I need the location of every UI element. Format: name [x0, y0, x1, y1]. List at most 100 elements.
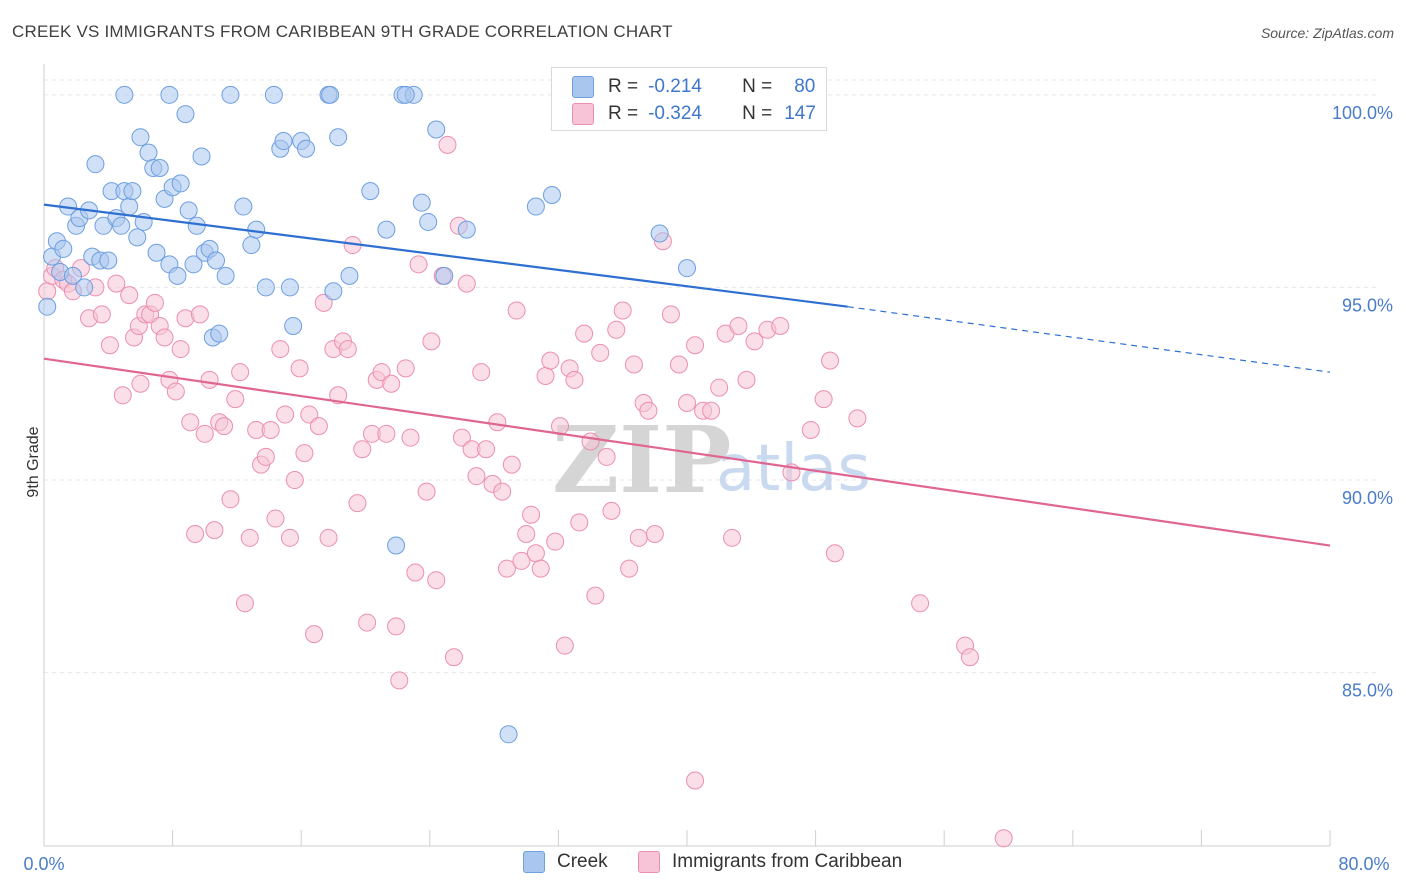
- caribbean-point: [723, 528, 742, 547]
- caribbean-point: [266, 509, 285, 528]
- caribbean-point: [427, 571, 446, 590]
- legend-box: R = -0.214 N = 80 R = -0.324 N = 147: [551, 67, 827, 131]
- creek-point: [221, 85, 240, 104]
- creek-point: [115, 85, 134, 104]
- y-tick-label: 85.0%: [1342, 681, 1393, 701]
- y-tick-label: 90.0%: [1342, 488, 1393, 508]
- caribbean-point: [624, 355, 643, 374]
- series-caribbean-points: [38, 85, 1013, 848]
- caribbean-point: [285, 471, 304, 490]
- x-tick-label: 80.0%: [1338, 854, 1389, 874]
- caribbean-point: [190, 305, 209, 324]
- creek-point: [526, 197, 545, 216]
- creek-point: [120, 197, 139, 216]
- caribbean-point: [205, 521, 224, 540]
- caribbean-point: [131, 374, 150, 393]
- caribbean-point: [771, 316, 790, 335]
- caribbean-point: [669, 355, 688, 374]
- caribbean-point: [517, 524, 536, 543]
- caribbean-point: [686, 336, 705, 355]
- creek-point: [171, 174, 190, 193]
- creek-point: [297, 139, 316, 158]
- caribbean-point: [702, 401, 721, 420]
- caribbean-point: [120, 286, 139, 305]
- caribbean-point: [166, 382, 185, 401]
- creek-point: [457, 220, 476, 239]
- bottom-legend-caribbean: Immigrants from Caribbean: [638, 851, 902, 873]
- caribbean-point: [372, 363, 391, 382]
- caribbean-point: [261, 420, 280, 439]
- caribbean-point: [911, 594, 930, 613]
- caribbean-point: [280, 528, 299, 547]
- creek-point: [340, 266, 359, 285]
- creek-point: [361, 182, 380, 201]
- creek-point: [247, 220, 266, 239]
- caribbean-point: [737, 370, 756, 389]
- caribbean-point: [639, 401, 658, 420]
- caribbean-point: [226, 390, 245, 409]
- creek-point: [324, 282, 343, 301]
- caribbean-point: [591, 343, 610, 362]
- caribbean-point: [215, 417, 234, 436]
- creek-point: [280, 278, 299, 297]
- caribbean-point: [221, 490, 240, 509]
- creek-point: [678, 259, 696, 278]
- creek-point: [112, 216, 131, 235]
- caribbean-point: [472, 363, 491, 382]
- creek-point: [284, 316, 303, 335]
- caribbean-point: [565, 370, 584, 389]
- caribbean-point: [92, 305, 111, 324]
- caribbean-point: [401, 428, 420, 447]
- caribbean-point: [348, 494, 367, 513]
- caribbean-point: [406, 563, 425, 582]
- creek-point: [427, 120, 446, 139]
- caribbean-point: [387, 617, 406, 636]
- caribbean-point: [240, 528, 259, 547]
- creek-point: [160, 85, 179, 104]
- caribbean-point: [422, 332, 441, 351]
- caribbean-point: [444, 648, 463, 667]
- caribbean-point: [661, 305, 680, 324]
- bottom-legend-creek: Creek: [523, 851, 608, 873]
- caribbean-point: [477, 440, 496, 459]
- caribbean-point: [729, 316, 748, 335]
- caribbean-point: [512, 551, 531, 570]
- creek-point: [329, 128, 348, 147]
- creek-point: [63, 266, 82, 285]
- creek-point: [234, 197, 253, 216]
- caribbean-point: [271, 340, 290, 359]
- caribbean-swatch: [572, 103, 594, 125]
- legend-r-label: R =: [608, 103, 639, 124]
- caribbean-point: [377, 424, 396, 443]
- caribbean-point: [645, 524, 664, 543]
- creek-point: [396, 85, 415, 104]
- creek-point: [86, 155, 105, 174]
- caribbean-trend-line: [43, 357, 1331, 547]
- y-axis-label: 9th Grade: [25, 426, 42, 497]
- caribbean-point: [507, 301, 526, 320]
- caribbean-point: [396, 359, 415, 378]
- caribbean-point: [467, 467, 486, 486]
- creek-point: [184, 255, 203, 274]
- caribbean-point: [300, 405, 319, 424]
- caribbean-point: [438, 135, 457, 154]
- trend-lines: [43, 203, 1331, 547]
- creek-point: [168, 266, 187, 285]
- caribbean-point: [457, 274, 476, 293]
- caribbean-point: [541, 351, 560, 370]
- series-creek-points: [38, 85, 696, 744]
- creek-point: [435, 266, 454, 285]
- creek-point: [54, 239, 73, 258]
- caribbean-point: [338, 340, 357, 359]
- caribbean-point: [186, 524, 205, 543]
- caribbean-point: [100, 336, 119, 355]
- caribbean-point: [575, 324, 594, 343]
- creek-point: [192, 147, 211, 166]
- caribbean-point: [502, 455, 521, 474]
- creek-point: [387, 536, 406, 555]
- creek-point: [274, 132, 293, 151]
- caribbean-point: [546, 532, 565, 551]
- caribbean-point: [382, 374, 401, 393]
- caribbean-point: [960, 648, 979, 667]
- creek-point: [139, 143, 158, 162]
